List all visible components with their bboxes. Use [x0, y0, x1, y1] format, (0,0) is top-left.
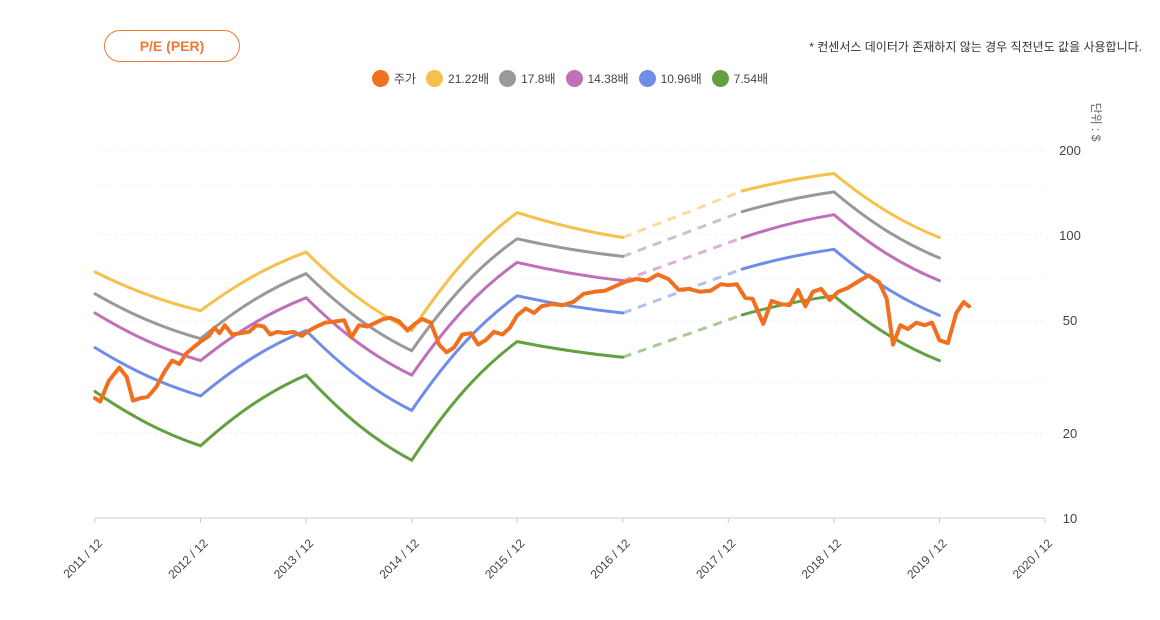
legend-label: 14.38배 [587, 72, 629, 86]
y-axis-unit-label: 단위 : $ [1089, 103, 1103, 142]
band-line-2-late [740, 190, 941, 260]
x-tick-label: 2014 / 12 [377, 536, 423, 582]
price-line [93, 272, 971, 404]
band-dashed-line-1 [622, 189, 743, 239]
legend-item-band-3[interactable]: 14.38배 [565, 70, 629, 87]
x-tick-label: 2013 / 12 [271, 536, 317, 582]
consensus-note: * 컨센서스 데이터가 존재하지 않는 경우 직전년도 값을 사용합니다. [809, 40, 1142, 54]
legend-item-band-2[interactable]: 17.8배 [499, 70, 556, 87]
x-tick-label: 2012 / 12 [165, 536, 211, 582]
legend-item-band-5[interactable]: 7.54배 [711, 70, 769, 87]
band-line-4 [93, 294, 625, 413]
legend-dot-icon [426, 70, 444, 87]
x-tick-label: 2018 / 12 [799, 536, 845, 582]
band-line-3 [93, 260, 625, 378]
band-line-2 [93, 237, 625, 353]
y-tick-label: 100 [1059, 228, 1081, 243]
legend-dot-icon [565, 70, 583, 87]
x-tick-label: 2016 / 12 [588, 536, 634, 582]
band-dashed-line-5 [622, 313, 743, 359]
chart-legend: 주가 21.22배 17.8배 14.38배 10.96배 7.54배 [0, 70, 1140, 87]
band-dashed-line-3 [622, 236, 743, 283]
x-tick-label: 2017 / 12 [693, 536, 739, 582]
legend-label: 17.8배 [521, 72, 556, 86]
legend-dot-icon [499, 70, 517, 87]
y-tick-label: 200 [1059, 143, 1081, 158]
legend-label: 21.22배 [448, 72, 490, 86]
legend-label: 7.54배 [733, 72, 769, 86]
band-line-4-late [740, 247, 941, 317]
band-line-5 [93, 339, 625, 463]
x-tick-label: 2020 / 12 [1010, 536, 1056, 582]
x-tick-label: 2019 / 12 [904, 536, 950, 582]
y-tick-label: 10 [1063, 511, 1077, 526]
legend-dot-icon [638, 70, 656, 87]
band-line-3-late [740, 213, 941, 283]
x-tick-label: 2011 / 12 [60, 536, 105, 581]
legend-item-price[interactable]: 주가 [371, 70, 417, 87]
legend-label: 10.96배 [660, 72, 702, 86]
legend-dot-icon [711, 70, 729, 87]
legend-label: 주가 [393, 72, 417, 86]
band-line-1 [93, 210, 625, 333]
band-line-1-late [740, 171, 941, 239]
y-tick-label: 50 [1063, 313, 1077, 328]
legend-dot-icon [371, 70, 389, 87]
legend-item-band-1[interactable]: 21.22배 [426, 70, 489, 87]
per-metric-button[interactable]: P/E (PER) [104, 30, 240, 62]
y-tick-label: 20 [1063, 426, 1077, 441]
legend-item-band-4[interactable]: 10.96배 [638, 70, 702, 87]
band-dashed-line-4 [622, 267, 743, 315]
x-tick-label: 2015 / 12 [482, 536, 528, 582]
band-dashed-line-2 [622, 210, 743, 258]
